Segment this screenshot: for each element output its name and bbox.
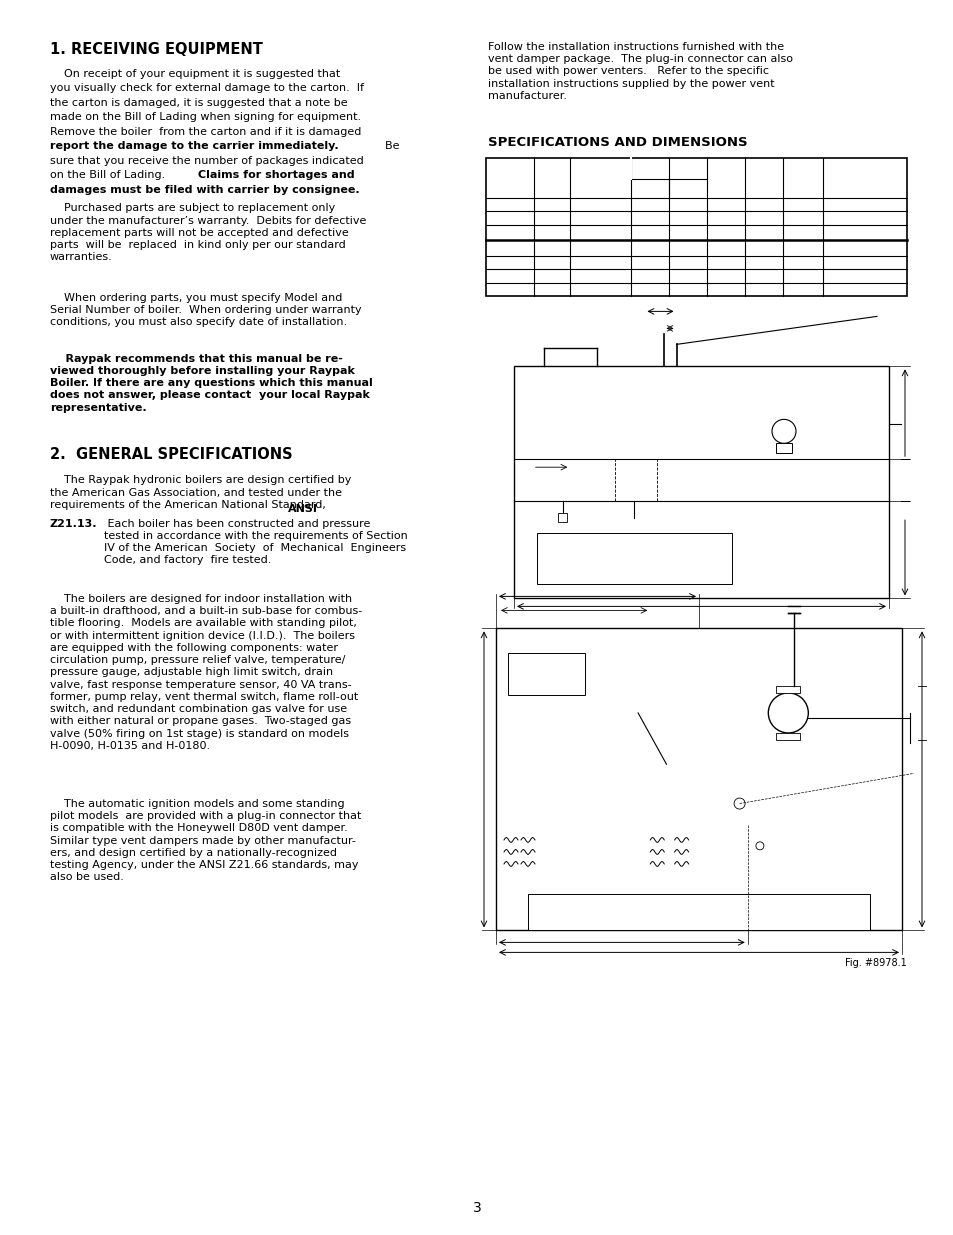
Text: SPECIFICATIONS AND DIMENSIONS: SPECIFICATIONS AND DIMENSIONS (488, 136, 747, 149)
Text: Z21.13.: Z21.13. (50, 519, 97, 529)
Bar (496, 629, 901, 930)
Text: report the damage to the carrier immediately.: report the damage to the carrier immedia… (50, 141, 338, 151)
Text: 1. RECEIVING EQUIPMENT: 1. RECEIVING EQUIPMENT (50, 42, 263, 57)
Bar (508, 652, 585, 695)
Bar (776, 685, 800, 693)
Text: on the Bill of Lading.: on the Bill of Lading. (50, 170, 175, 180)
Text: When ordering parts, you must specify Model and
Serial Number of boiler.  When o: When ordering parts, you must specify Mo… (50, 293, 361, 327)
Text: 2.  GENERAL SPECIFICATIONS: 2. GENERAL SPECIFICATIONS (50, 447, 293, 462)
Text: Raypak recommends that this manual be re-
viewed thoroughly before installing yo: Raypak recommends that this manual be re… (50, 353, 373, 412)
Text: damages must be filed with carrier by consignee.: damages must be filed with carrier by co… (50, 184, 359, 195)
Text: Each boiler has been constructed and pressure
tested in accordance with the requ: Each boiler has been constructed and pre… (104, 519, 407, 566)
Bar (528, 894, 868, 930)
Bar (558, 513, 567, 522)
Text: 3: 3 (472, 1200, 481, 1215)
Text: The automatic ignition models and some standing
pilot models  are provided with : The automatic ignition models and some s… (50, 799, 361, 883)
Text: Purchased parts are subject to replacement only
under the manufacturer’s warrant: Purchased parts are subject to replaceme… (50, 204, 366, 262)
Text: Remove the boiler  from the carton and if it is damaged: Remove the boiler from the carton and if… (50, 127, 361, 137)
Text: The Raypak hydronic boilers are design certified by
the American Gas Association: The Raypak hydronic boilers are design c… (50, 475, 351, 510)
Bar (775, 443, 791, 453)
Text: Fig. #8978.1: Fig. #8978.1 (844, 958, 906, 968)
Text: the carton is damaged, it is suggested that a note be: the carton is damaged, it is suggested t… (50, 98, 347, 107)
Text: you visually check for external damage to the carton.  If: you visually check for external damage t… (50, 84, 364, 94)
Bar (514, 367, 888, 599)
Text: Follow the installation instructions furnished with the
vent damper package.  Th: Follow the installation instructions fur… (488, 42, 792, 101)
Bar (485, 158, 906, 296)
Text: The boilers are designed for indoor installation with
a built-in drafthood, and : The boilers are designed for indoor inst… (50, 594, 362, 751)
Bar (776, 732, 800, 740)
Text: Claims for shortages and: Claims for shortages and (198, 170, 355, 180)
Text: On receipt of your equipment it is suggested that: On receipt of your equipment it is sugge… (50, 69, 340, 79)
Text: ANSI: ANSI (288, 504, 317, 514)
Text: made on the Bill of Lading when signing for equipment.: made on the Bill of Lading when signing … (50, 112, 361, 122)
Bar (536, 534, 731, 584)
Text: sure that you receive the number of packages indicated: sure that you receive the number of pack… (50, 156, 363, 165)
Text: Be: Be (377, 141, 399, 151)
